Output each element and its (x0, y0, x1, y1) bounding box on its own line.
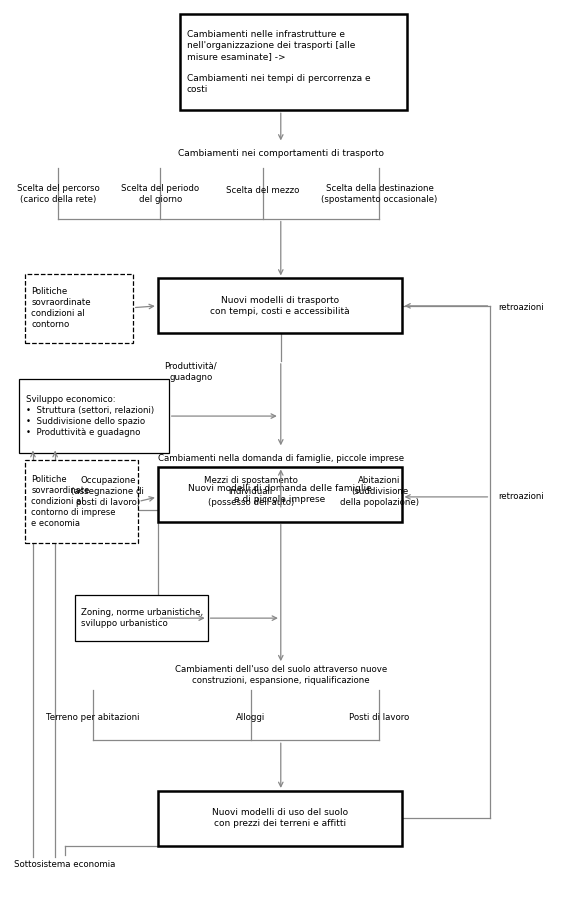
Text: retroazioni: retroazioni (498, 303, 544, 312)
FancyBboxPatch shape (24, 274, 133, 343)
FancyBboxPatch shape (180, 14, 407, 110)
Text: Sottosistema economia: Sottosistema economia (14, 859, 115, 869)
Text: Cambiamenti nelle infrastrutture e
nell'organizzazione dei trasporti [alle
misur: Cambiamenti nelle infrastrutture e nell'… (186, 30, 370, 94)
Text: Nuovi modelli di trasporto
con tempi, costi e accessibilità: Nuovi modelli di trasporto con tempi, co… (210, 296, 349, 316)
Text: Scelta del periodo
del giorno: Scelta del periodo del giorno (122, 184, 199, 204)
FancyBboxPatch shape (158, 467, 402, 522)
FancyBboxPatch shape (24, 460, 138, 542)
Text: Produttività/
guadagno: Produttività/ guadagno (164, 362, 217, 382)
Text: Posti di lavoro: Posti di lavoro (349, 712, 410, 722)
Text: Scelta del percorso
(carico della rete): Scelta del percorso (carico della rete) (16, 184, 99, 204)
Text: Politiche
sovraordinate
condizioni al
contorno di imprese
e economia: Politiche sovraordinate condizioni al co… (31, 475, 116, 529)
Text: Cambiamenti dell'uso del suolo attraverso nuove
construzioni, espansione, riqual: Cambiamenti dell'uso del suolo attravers… (175, 665, 387, 685)
Text: Occupazione
(assegnazione di
posti di lavoro): Occupazione (assegnazione di posti di la… (72, 476, 144, 507)
Text: Cambiamenti nella domanda di famiglie, piccole imprese: Cambiamenti nella domanda di famiglie, p… (158, 454, 404, 463)
Text: Scelta della destinazione
(spostamento occasionale): Scelta della destinazione (spostamento o… (321, 184, 437, 204)
FancyBboxPatch shape (74, 595, 207, 641)
Text: Zoning, norme urbanistiche,
sviluppo urbanistico: Zoning, norme urbanistiche, sviluppo urb… (81, 608, 203, 628)
Text: Alloggi: Alloggi (236, 712, 265, 722)
Text: Abitazioni
(suddivisione
della popolazione): Abitazioni (suddivisione della popolazio… (340, 476, 419, 507)
Text: Nuovi modelli di uso del suolo
con prezzi dei terreni e affitti: Nuovi modelli di uso del suolo con prezz… (212, 808, 348, 829)
Text: Cambiamenti nei comportamenti di trasporto: Cambiamenti nei comportamenti di traspor… (178, 149, 384, 158)
Text: Terreno per abitazioni: Terreno per abitazioni (46, 712, 140, 722)
Text: Sviluppo economico:
•  Struttura (settori, relazioni)
•  Suddivisione dello spaz: Sviluppo economico: • Struttura (settori… (26, 395, 154, 437)
FancyBboxPatch shape (19, 380, 169, 453)
Text: Mezzi di spostamento
individuali
(possesso dell'auto): Mezzi di spostamento individuali (posses… (204, 476, 298, 507)
FancyBboxPatch shape (158, 278, 402, 334)
Text: retroazioni: retroazioni (498, 492, 544, 502)
FancyBboxPatch shape (158, 791, 402, 845)
Text: Nuovi modelli di domanda delle famiglie
e di piccole imprese: Nuovi modelli di domanda delle famiglie … (188, 484, 371, 505)
Text: Politiche
sovraordinate
condizioni al
contorno: Politiche sovraordinate condizioni al co… (31, 287, 91, 329)
Text: Scelta del mezzo: Scelta del mezzo (227, 186, 300, 195)
